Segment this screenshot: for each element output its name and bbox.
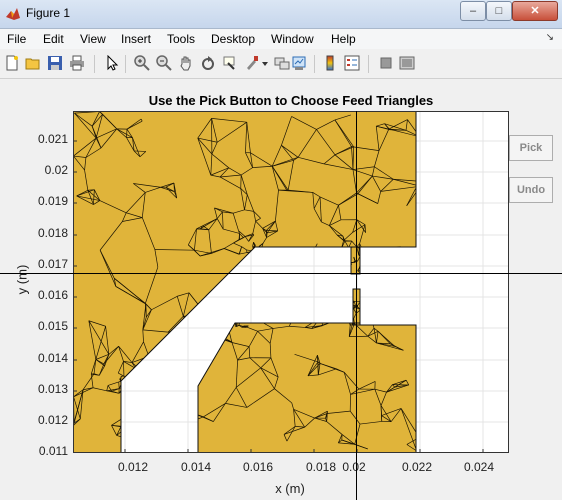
menu-bar: File Edit View Insert Tools Desktop Wind… — [0, 29, 562, 49]
colorbar-icon[interactable] — [322, 55, 338, 71]
toolbar — [0, 50, 562, 79]
lower-arm — [198, 323, 416, 453]
y-tick-label: 0.02 — [44, 163, 68, 177]
x-tick-label: 0.02 — [342, 460, 366, 474]
crosshair-horizontal-line — [0, 273, 562, 274]
zoom-in-icon[interactable] — [134, 55, 150, 71]
dock-arrow-icon[interactable]: ↘ — [545, 32, 554, 43]
x-tick-label: 0.018 — [305, 460, 337, 474]
save-icon[interactable] — [47, 55, 63, 71]
pan-icon[interactable] — [178, 55, 194, 71]
feed-strip-upper-outline — [350, 246, 361, 275]
feed-strip-upper — [351, 247, 360, 274]
minimize-button[interactable]: – — [460, 1, 486, 21]
menu-desktop[interactable]: Desktop — [211, 32, 256, 46]
title-bar: Figure 1 – □ ✕ — [0, 0, 562, 29]
plot-title: Use the Pick Button to Choose Feed Trian… — [148, 93, 434, 108]
menu-view[interactable]: View — [80, 32, 106, 46]
crosshair-vertical-line — [356, 111, 357, 500]
y-tick-label: 0.018 — [37, 226, 68, 240]
hide-plot-tools-icon[interactable] — [378, 55, 394, 71]
axes-box — [73, 111, 509, 453]
y-tick-label: 0.015 — [37, 319, 68, 333]
x-tick-label: 0.022 — [401, 460, 433, 474]
y-axis-label: y (m) — [14, 264, 30, 295]
open-file-icon[interactable] — [25, 55, 41, 71]
brush-dropdown-icon[interactable] — [262, 62, 268, 66]
legend-icon[interactable] — [344, 55, 360, 71]
toolbar-separator — [314, 55, 315, 73]
print-icon[interactable] — [69, 55, 85, 71]
y-tick-label: 0.016 — [37, 288, 68, 302]
close-button[interactable]: ✕ — [512, 1, 558, 21]
y-tick-label: 0.011 — [38, 444, 68, 458]
plot-axes[interactable] — [73, 111, 509, 453]
x-tick-label: 0.024 — [463, 460, 495, 474]
x-tick-label: 0.012 — [117, 460, 149, 474]
zoom-out-icon[interactable] — [156, 55, 172, 71]
y-tick-label: 0.014 — [37, 351, 68, 365]
upper-patch — [73, 111, 416, 453]
y-tick-label: 0.019 — [37, 194, 68, 208]
data-cursor-icon[interactable] — [222, 55, 238, 71]
toolbar-separator — [94, 55, 95, 73]
link-plot-icon[interactable] — [274, 55, 290, 71]
y-tick-label: 0.013 — [37, 382, 68, 396]
matlab-icon — [6, 8, 20, 20]
link-data-icon[interactable] — [291, 55, 307, 71]
pointer-icon[interactable] — [104, 55, 120, 71]
maximize-button[interactable]: □ — [486, 1, 512, 21]
x-tick-label: 0.014 — [180, 460, 212, 474]
menu-insert[interactable]: Insert — [121, 32, 152, 46]
y-tick-label: 0.021 — [37, 132, 68, 146]
menu-help[interactable]: Help — [331, 32, 356, 46]
brush-icon[interactable] — [244, 55, 260, 71]
new-figure-icon[interactable] — [4, 55, 20, 71]
menu-tools[interactable]: Tools — [167, 32, 196, 46]
menu-edit[interactable]: Edit — [43, 32, 64, 46]
menu-file[interactable]: File — [7, 32, 27, 46]
show-plot-tools-icon[interactable] — [399, 55, 415, 71]
toolbar-separator — [125, 55, 126, 73]
y-tick-label: 0.012 — [37, 413, 68, 427]
window-title: Figure 1 — [26, 6, 71, 20]
pick-button[interactable]: Pick — [509, 135, 553, 161]
x-axis-label: x (m) — [275, 481, 305, 496]
undo-button[interactable]: Undo — [509, 177, 553, 203]
toolbar-separator — [368, 55, 369, 73]
y-tick-label: 0.017 — [37, 257, 68, 271]
feed-strip-lower-outline — [352, 288, 361, 326]
x-tick-label: 0.016 — [242, 460, 274, 474]
menu-window[interactable]: Window — [271, 32, 314, 46]
rotate-3d-icon[interactable] — [200, 55, 216, 71]
